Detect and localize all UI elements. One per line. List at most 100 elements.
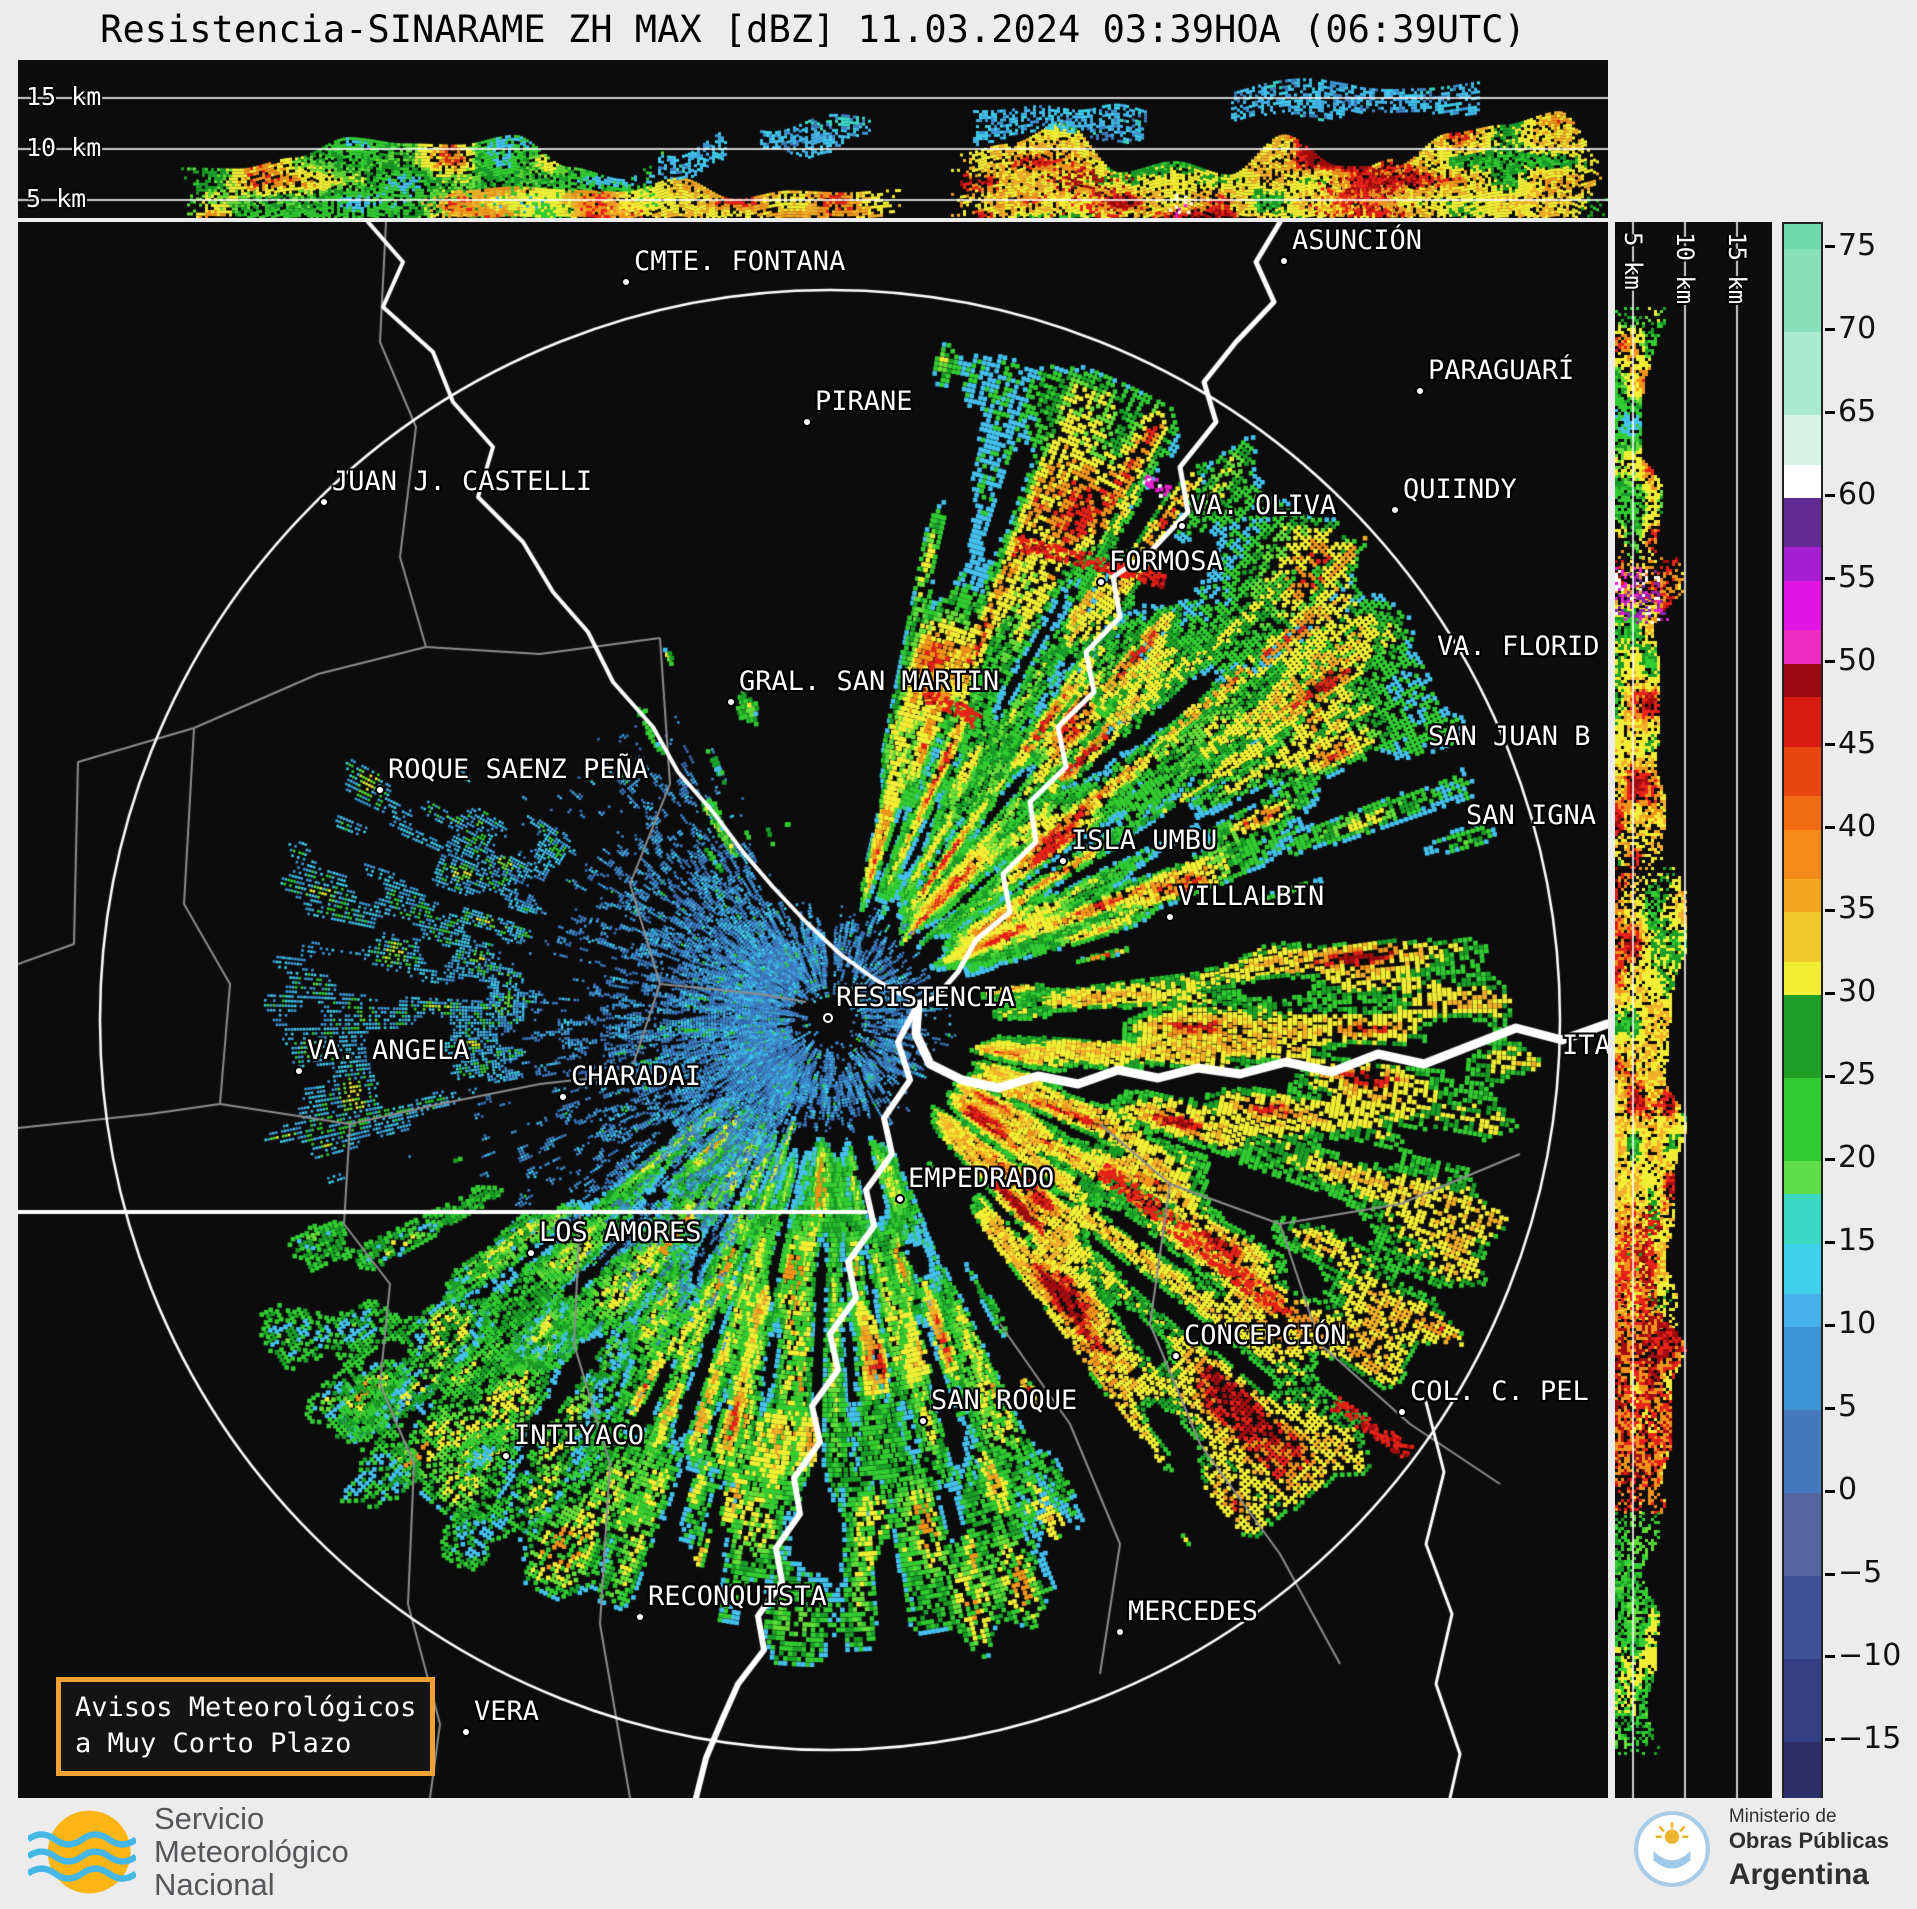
- colorbar-tick-mark: [1825, 411, 1835, 415]
- colorbar-tick-label: 40: [1838, 808, 1877, 844]
- colorbar-segment: [1784, 224, 1821, 250]
- city-dot: [461, 1727, 471, 1737]
- city-label: CMTE. FONTANA: [634, 246, 846, 277]
- colorbar-segment: [1784, 746, 1821, 798]
- warning-box[interactable]: Avisos Meteorológicos a Muy Corto Plazo: [56, 1677, 436, 1776]
- city-label: VA. ANGELA: [307, 1035, 470, 1066]
- city-label: PARAGUARÍ: [1428, 355, 1575, 386]
- ministry-line1: Ministerio de: [1728, 1806, 1837, 1827]
- city-dot: [1177, 521, 1187, 531]
- ministry-line2: Obras Públicas: [1728, 1828, 1889, 1853]
- smn-brand: Servicio Meteorológico Nacional: [28, 1802, 349, 1901]
- colorbar-tick-label: 15: [1838, 1223, 1877, 1258]
- colorbar-tick-label: −5: [1838, 1554, 1883, 1590]
- colorbar-segment: [1784, 630, 1821, 665]
- colorbar-segment: [1784, 248, 1821, 333]
- colorbar-segment: [1784, 1294, 1821, 1328]
- ministry-wordmark: Ministerio de Obras Públicas Argentina: [1729, 1806, 1889, 1892]
- city-label: JUAN J. CASTELLI: [332, 466, 593, 497]
- colorbar-tick-mark: [1825, 577, 1835, 581]
- city-label: MERCEDES: [1128, 1596, 1259, 1627]
- radar-site-dot: [823, 1013, 833, 1023]
- colorbar-tick-label: 60: [1838, 476, 1877, 512]
- right-cross-section-canvas: [1615, 222, 1772, 1798]
- city-dot: [1279, 256, 1289, 266]
- colorbar-tick-mark: [1825, 1157, 1835, 1161]
- city-dot: [1390, 505, 1400, 515]
- city-dot: [375, 785, 385, 795]
- colorbar-tick-label: −10: [1838, 1637, 1902, 1673]
- colorbar-segment: [1784, 1410, 1821, 1494]
- city-label: RESISTENCIA: [836, 982, 1015, 1013]
- top-cross-section-canvas: [18, 60, 1608, 218]
- colorbar-segment: [1784, 1161, 1821, 1196]
- ministry-line3: Argentina: [1728, 1858, 1869, 1891]
- smn-logo-icon: [28, 1810, 136, 1893]
- city-dot: [558, 1092, 568, 1102]
- colorbar-segment: [1784, 1576, 1821, 1660]
- colorbar-segment: [1784, 1741, 1821, 1801]
- colorbar-segment: [1784, 696, 1821, 748]
- colorbar-tick-label: 35: [1838, 891, 1877, 927]
- colorbar-tick-mark: [1825, 1240, 1835, 1244]
- colorbar-tick-label: −15: [1838, 1720, 1902, 1756]
- colorbar-tick-mark: [1825, 1655, 1835, 1659]
- colorbar-segment: [1784, 580, 1821, 632]
- colorbar-tick-label: 50: [1838, 642, 1877, 678]
- smn-line2: Meteorológico: [154, 1834, 349, 1869]
- colorbar-segment: [1784, 879, 1821, 914]
- city-label: SAN IGNA: [1466, 800, 1597, 831]
- colorbar-segment: [1784, 912, 1821, 964]
- city-dot: [726, 697, 736, 707]
- city-label: ASUNCIÓN: [1292, 225, 1423, 256]
- colorbar-tick-mark: [1825, 908, 1835, 912]
- ministry-brand: Ministerio de Obras Públicas Argentina: [1631, 1806, 1889, 1892]
- city-dot: [802, 417, 812, 427]
- city-label: EMPEDRADO: [908, 1163, 1055, 1194]
- right-cross-section: 5 km 10 km 15 km: [1615, 222, 1772, 1798]
- city-label: VILLALBIN: [1178, 881, 1325, 912]
- city-dot: [1165, 912, 1175, 922]
- city-dot: [621, 277, 631, 287]
- map-overlay: Avisos Meteorológicos a Muy Corto Plazo …: [18, 222, 1608, 1798]
- colorbar-tick-label: 10: [1838, 1305, 1877, 1341]
- city-label: INTIYACO: [514, 1420, 645, 1451]
- radar-map: Avisos Meteorológicos a Muy Corto Plazo …: [18, 222, 1608, 1798]
- colorbar-segment: [1784, 497, 1821, 549]
- city-label: VA. FLORID: [1437, 631, 1600, 662]
- axis-label-15km: 15 km: [26, 82, 102, 111]
- city-dot: [1415, 386, 1425, 396]
- city-label: VA. OLIVA: [1190, 490, 1337, 521]
- city-label: SAN JUAN B: [1428, 721, 1591, 752]
- colorbar-tick-mark: [1825, 1074, 1835, 1078]
- axis-label-10km: 10 km: [26, 133, 102, 162]
- radar-map-canvas: [18, 222, 1608, 1798]
- city-label: COL. C. PEL: [1410, 1376, 1589, 1407]
- colorbar-segment: [1784, 1658, 1821, 1743]
- city-label: SAN ROQUE: [931, 1385, 1078, 1416]
- colorbar-tick-label: 70: [1838, 310, 1877, 346]
- city-label: ITA: [1562, 1030, 1608, 1061]
- warning-line1: Avisos Meteorológicos: [75, 1692, 417, 1723]
- colorbar-tick-mark: [1825, 494, 1835, 498]
- warning-line2: a Muy Corto Plazo: [75, 1728, 352, 1760]
- colorbar-segment: [1784, 962, 1821, 997]
- colorbar-tick-mark: [1825, 660, 1835, 664]
- argentina-coat-icon: [1633, 1811, 1710, 1887]
- colorbar-tick-label: 45: [1838, 725, 1877, 761]
- colorbar-segment: [1784, 1194, 1821, 1246]
- colorbar-tick-label: 65: [1838, 393, 1877, 429]
- city-label: PIRANE: [815, 386, 913, 417]
- colorbar-tick-label: 0: [1838, 1471, 1858, 1507]
- colorbar-segment: [1784, 995, 1821, 1080]
- colorbar-segment: [1784, 1244, 1821, 1295]
- city-label: VERA: [474, 1696, 540, 1727]
- colorbar-tick-mark: [1825, 1406, 1835, 1410]
- colorbar-tick-mark: [1825, 328, 1835, 332]
- footer: Servicio Meteorológico Nacional Minister…: [0, 1798, 1917, 1909]
- colorbar-tick-mark: [1825, 991, 1835, 995]
- city-label: ISLA UMBU: [1071, 825, 1218, 856]
- axis-label-15km-vert: 15 km: [1723, 232, 1751, 305]
- top-cross-section: 15 km 10 km 5 km: [18, 60, 1608, 218]
- colorbar-tick-mark: [1825, 1489, 1835, 1493]
